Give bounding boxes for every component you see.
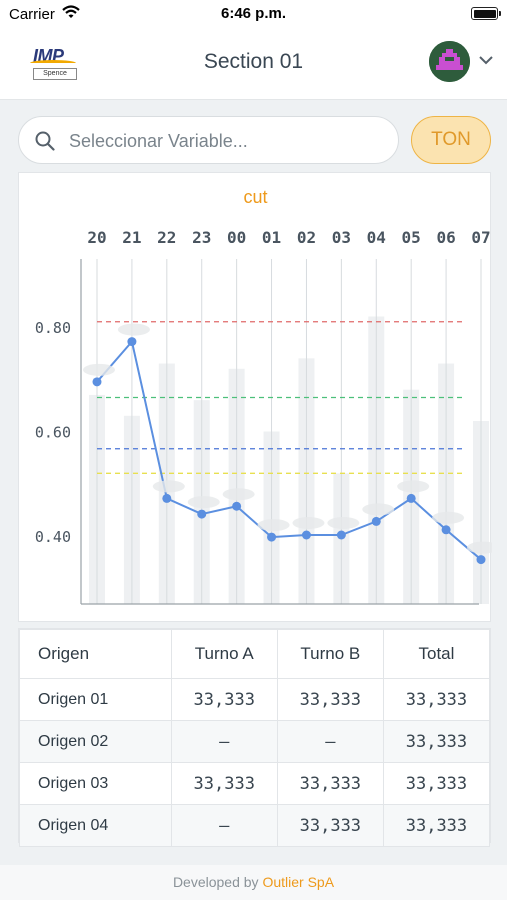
page-title: Section 01 bbox=[203, 50, 304, 73]
data-point bbox=[371, 516, 381, 526]
carrier-label: Carrier bbox=[9, 6, 55, 23]
table-header-row: Origen Turno A Turno B Total bbox=[19, 629, 491, 679]
origin-table: Origen Turno A Turno B Total Origen 01 3… bbox=[18, 628, 491, 847]
wifi-icon bbox=[62, 5, 80, 24]
search-icon bbox=[35, 131, 55, 156]
x-tick-label: 01 bbox=[262, 228, 281, 247]
row-label: Origen 04 bbox=[19, 804, 172, 847]
data-label-blur bbox=[362, 503, 395, 516]
cell-total: 33,333 bbox=[382, 804, 491, 847]
data-point bbox=[336, 530, 346, 540]
row-label: Origen 01 bbox=[19, 678, 172, 721]
table-row: Origen 02 – – 33,333 bbox=[19, 720, 491, 763]
x-tick-label: 06 bbox=[436, 228, 455, 247]
footer-prefix: Developed by bbox=[172, 874, 263, 890]
clock: 6:46 p.m. bbox=[220, 5, 287, 22]
footer: Developed by Outlier SpA bbox=[0, 865, 507, 900]
x-tick-label: 07 bbox=[471, 228, 490, 247]
cell-turno-a: 33,333 bbox=[170, 762, 278, 805]
table-row: Origen 01 33,333 33,333 33,333 bbox=[19, 678, 491, 721]
data-label-blur bbox=[152, 480, 185, 493]
x-tick-label: 23 bbox=[192, 228, 211, 247]
y-tick-label: 0.80 bbox=[35, 319, 71, 337]
col-header-turno-b: Turno B bbox=[276, 629, 384, 679]
data-label-blur bbox=[117, 323, 150, 336]
cell-turno-b: – bbox=[276, 720, 384, 763]
company-logo: IMP Spence bbox=[30, 46, 78, 84]
col-header-turno-a: Turno A bbox=[170, 629, 278, 679]
data-label-blur bbox=[432, 511, 465, 524]
battery-icon bbox=[471, 7, 501, 20]
row-label: Origen 02 bbox=[19, 720, 172, 763]
cell-turno-a: – bbox=[170, 720, 278, 763]
main-content: Seleccionar Variable... TON 20 21 22 23 00 01… bbox=[0, 100, 507, 865]
cell-turno-a: 33,333 bbox=[170, 678, 278, 721]
x-tick-label: 02 bbox=[297, 228, 316, 247]
app-header: IMP Spence Section 01 bbox=[0, 30, 507, 100]
x-tick-label: 05 bbox=[402, 228, 421, 247]
cell-turno-b: 33,333 bbox=[276, 762, 384, 805]
y-tick-label: 0.40 bbox=[35, 528, 71, 546]
table-row: Origen 04 – 33,333 33,333 bbox=[19, 804, 491, 847]
data-label-blur bbox=[187, 496, 220, 509]
chevron-down-icon[interactable] bbox=[478, 53, 494, 71]
x-tick-label: 00 bbox=[227, 228, 246, 247]
footer-brand-link[interactable]: Outlier SpA bbox=[262, 874, 335, 890]
data-point bbox=[267, 532, 277, 542]
x-tick-label: 20 bbox=[87, 228, 106, 247]
cell-turno-b: 33,333 bbox=[276, 678, 384, 721]
data-label-blur bbox=[83, 363, 115, 376]
row-label: Origen 03 bbox=[19, 762, 172, 805]
cell-turno-a: – bbox=[170, 804, 278, 847]
cell-total: 33,333 bbox=[382, 720, 491, 763]
data-label-blur bbox=[222, 488, 255, 501]
data-point bbox=[476, 555, 486, 565]
data-point bbox=[232, 501, 242, 511]
data-label-blur bbox=[257, 519, 290, 532]
cell-total: 33,333 bbox=[382, 678, 491, 721]
x-tick-label: 21 bbox=[122, 228, 141, 247]
col-header-total: Total bbox=[382, 629, 491, 679]
data-point bbox=[441, 525, 451, 535]
y-tick-label: 0.60 bbox=[35, 424, 71, 442]
x-tick-label: 03 bbox=[332, 228, 351, 247]
data-point bbox=[301, 530, 311, 540]
data-label-blur bbox=[292, 517, 325, 529]
data-point bbox=[127, 337, 137, 347]
line-chart: 20 21 22 23 00 01 02 03 04 05 06 07 0.80 0.60 0.40 bbox=[35, 228, 492, 605]
cell-total: 33,333 bbox=[382, 762, 491, 805]
data-point bbox=[162, 493, 172, 503]
ton-button[interactable]: TON bbox=[411, 116, 491, 164]
variable-search-input[interactable]: Seleccionar Variable... bbox=[18, 116, 399, 164]
x-tick-label: 04 bbox=[367, 228, 386, 247]
chart-card: 20 21 22 23 00 01 02 03 04 05 06 07 0.80 0.60 0.40 cut bbox=[18, 172, 492, 622]
table-row: Origen 03 33,333 33,333 33,333 bbox=[19, 762, 491, 805]
data-label-blur bbox=[397, 480, 430, 493]
data-point bbox=[92, 377, 102, 387]
search-placeholder: Seleccionar Variable... bbox=[69, 131, 248, 151]
series-line bbox=[96, 339, 482, 561]
data-label-blur bbox=[327, 517, 360, 529]
status-bar: Carrier 6:46 p.m. bbox=[0, 0, 507, 30]
avatar[interactable] bbox=[429, 41, 470, 82]
data-point bbox=[197, 509, 207, 519]
chart-title: cut bbox=[243, 187, 268, 207]
x-tick-label: 22 bbox=[157, 228, 176, 247]
data-point bbox=[406, 493, 416, 503]
col-header-origen: Origen bbox=[19, 629, 172, 679]
data-label-blur bbox=[467, 541, 492, 554]
cell-turno-b: 33,333 bbox=[276, 804, 384, 847]
